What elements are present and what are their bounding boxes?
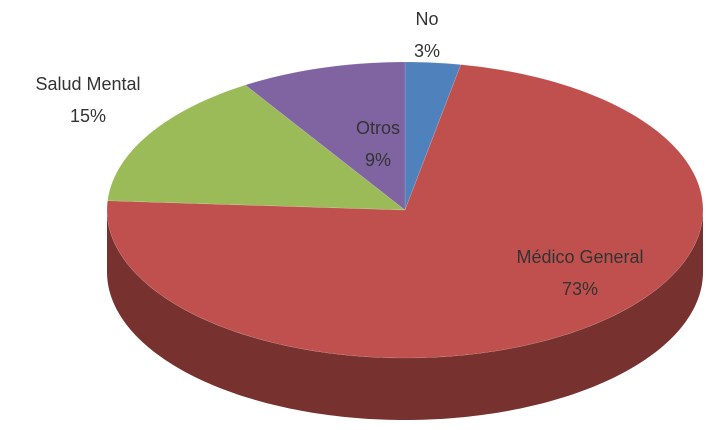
category-label: Otros: [356, 118, 400, 138]
slice: [404, 61, 462, 211]
slice-side: [107, 210, 703, 420]
slice: [107, 84, 406, 211]
value-label: 3%: [414, 41, 440, 61]
value-label: 73%: [562, 279, 598, 299]
category-label: Médico General: [516, 247, 643, 267]
category-label: No: [415, 9, 438, 29]
category-label: Salud Mental: [35, 74, 140, 94]
value-label: 15%: [70, 106, 106, 126]
value-label: 9%: [365, 150, 391, 170]
slice: [244, 61, 406, 211]
slice: [106, 64, 704, 359]
